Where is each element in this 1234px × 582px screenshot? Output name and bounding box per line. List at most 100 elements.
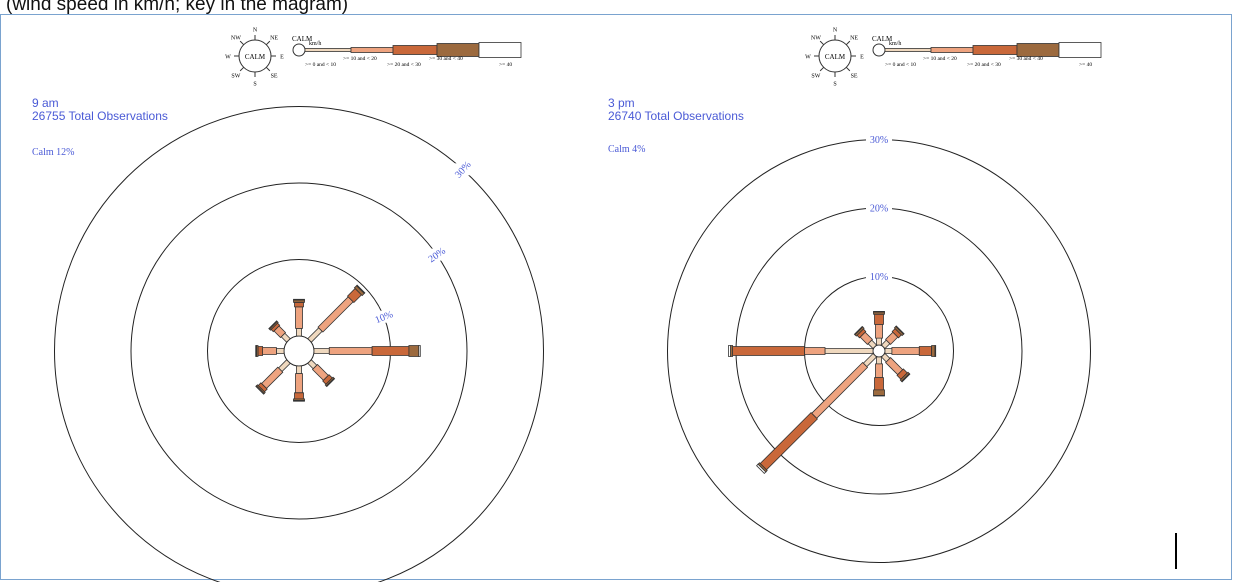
petal-sw-bin-5 (756, 463, 767, 474)
legend-swatch (392, 45, 438, 55)
legend-compass-point: NE (270, 35, 278, 41)
petal-s-bin-3 (874, 377, 884, 391)
ring-20 (130, 182, 468, 520)
legend-compass-point: NW (811, 35, 821, 41)
petal-e-bin-1 (313, 348, 330, 354)
legend-compass-point: NW (231, 35, 241, 41)
petal-s-bin-2 (295, 373, 303, 394)
legend-bin-label: >= 10 and < 20 (343, 56, 377, 62)
ring-label: 20% (427, 246, 448, 266)
legend-compass-tick (265, 66, 271, 72)
legend-swatch (972, 45, 1018, 55)
ring-label-bg (370, 310, 397, 323)
petal-s-bin-1 (876, 356, 882, 365)
petal-e-bin-5 (934, 345, 937, 357)
petal-ne-bin-5 (895, 325, 905, 335)
legend-swatch (1058, 42, 1102, 58)
petal-sw-bin-5 (255, 385, 265, 395)
ring-label: 20% (870, 204, 888, 215)
legend-swatch (304, 48, 352, 52)
petal-w-bin-2 (804, 347, 826, 355)
petal-e-bin-3 (371, 346, 410, 356)
legend-compass-tick (265, 40, 271, 46)
legend-bin-label: >= 30 and < 40 (1009, 56, 1043, 62)
legend-compass-tick (845, 66, 851, 72)
legend-calm-circle (292, 43, 306, 57)
legend-compass-point: SE (851, 74, 858, 80)
legend-calm-label: CALM (292, 35, 313, 43)
petal-s-bin-5 (873, 394, 885, 397)
legend-compass-point: S (253, 82, 256, 88)
petal-s-bin-1 (296, 365, 302, 375)
legend-compass-tick (845, 40, 851, 46)
petal-se-bin-5 (901, 373, 911, 383)
ring-label-bg (449, 163, 476, 176)
petal-s-bin-5 (293, 399, 305, 402)
legend-bin-label: >= 20 and < 30 (967, 62, 1001, 68)
ring-label-bg (866, 270, 892, 283)
petal-s-bin-3 (294, 392, 304, 400)
petal-sw-bin-3 (759, 412, 818, 471)
legend-compass-point: SW (231, 74, 240, 80)
legend-compass-point: SW (811, 74, 820, 80)
calm-label: Calm 12% (32, 147, 75, 158)
ring-label-bg (866, 133, 892, 146)
legend-calm-circle (872, 43, 886, 57)
legend-compass-point: S (833, 82, 836, 88)
petal-ne-bin-1 (307, 327, 323, 343)
legend-swatch (478, 42, 522, 58)
petal-nw-bin-5 (268, 320, 278, 330)
legend-bin-label: >= 10 and < 20 (923, 56, 957, 62)
legend-compass-point: SE (271, 74, 278, 80)
petal-n-bin-3 (874, 313, 884, 325)
ring-label: 30% (870, 135, 888, 146)
petal-n-bin-1 (296, 327, 302, 337)
legend-compass-tick (239, 66, 245, 72)
petal-e-bin-5 (418, 345, 421, 357)
petal-w-bin-1 (824, 348, 874, 354)
petal-w-bin-5 (728, 345, 731, 357)
petal-n-bin-3 (294, 301, 304, 308)
legend-bin-label: >= 0 and < 10 (885, 62, 916, 68)
legend-swatch (350, 47, 394, 53)
legend-unit: km/h (309, 41, 321, 47)
legend-compass-calm: CALM (825, 53, 846, 61)
legend-compass-point: E (280, 55, 284, 61)
petal-n-bin-2 (295, 306, 303, 329)
petal-sw-bin-2 (811, 361, 869, 419)
petal-se-bin-5 (325, 377, 336, 388)
chart-frame (0, 14, 1232, 580)
ring-30 (54, 106, 544, 582)
petal-e-bin-1 (884, 348, 893, 354)
petal-ne-bin-5 (356, 284, 366, 294)
petal-n-bin-2 (875, 323, 883, 339)
petal-n-bin-5 (873, 310, 885, 313)
legend-unit: km/h (889, 41, 901, 47)
chart-subtitle: 26755 Total Observations (32, 109, 168, 123)
chart-title: 9 am (32, 96, 59, 110)
figure-caption: (wind speed in km/h; key in the magram) (6, 0, 349, 15)
petal-w-bin-1 (275, 348, 285, 354)
legend-swatch (930, 47, 974, 53)
ring-label-bg (423, 248, 450, 261)
legend-bin-label: >= 20 and < 30 (387, 62, 421, 68)
legend-bin-label: >= 40 (499, 62, 512, 68)
legend-compass-tick (239, 40, 245, 46)
petal-e-bin-2 (891, 347, 920, 355)
petal-w-bin-2 (262, 347, 277, 355)
petal-s-bin-4 (873, 389, 885, 396)
petal-e-bin-3 (918, 346, 932, 356)
petal-n-bin-1 (876, 337, 882, 346)
legend-compass-calm: CALM (245, 53, 266, 61)
legend-compass-point: W (805, 55, 811, 61)
petal-nw-bin-5 (853, 325, 864, 336)
petal-e-bin-4 (408, 345, 420, 357)
petal-e-bin-4 (931, 345, 936, 357)
petal-sw-bin-2 (261, 366, 284, 389)
text-cursor (1175, 533, 1177, 569)
